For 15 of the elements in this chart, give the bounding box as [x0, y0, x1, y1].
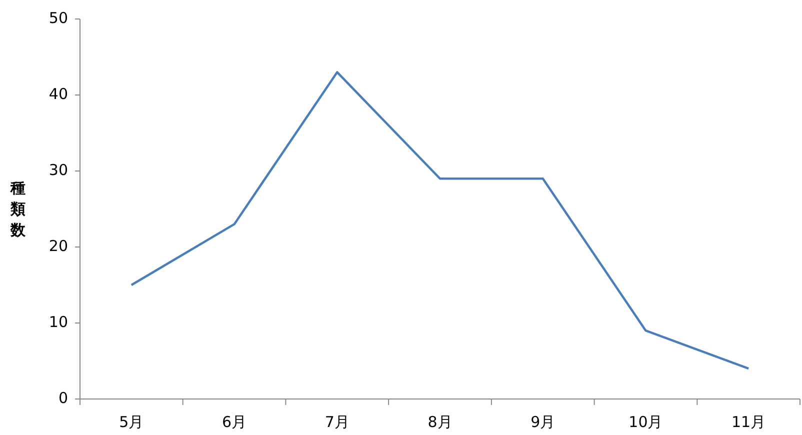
x-tick-label: 5月: [119, 413, 144, 432]
x-tick-label: 9月: [530, 413, 556, 432]
y-tick-label: 20: [48, 237, 68, 256]
y-tick-label: 10: [48, 313, 68, 332]
x-tick-label: 7月: [324, 413, 350, 432]
line-series: [130, 71, 750, 370]
x-tick-label: 10月: [628, 413, 663, 432]
y-tick-label: 40: [48, 85, 68, 104]
y-axis-title: 種類数: [10, 179, 26, 239]
x-tick-label: 8月: [428, 413, 452, 432]
y-tick-label: 50: [48, 9, 68, 28]
y-tick-label: 0: [58, 389, 68, 408]
y-tick-label: 30: [48, 161, 68, 180]
x-tick-label: 11月: [732, 413, 766, 432]
x-tick-label: 6月: [222, 413, 247, 432]
